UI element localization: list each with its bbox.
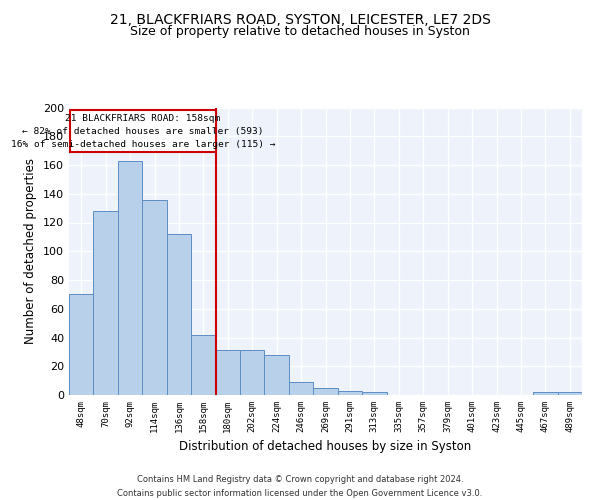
Text: 21, BLACKFRIARS ROAD, SYSTON, LEICESTER, LE7 2DS: 21, BLACKFRIARS ROAD, SYSTON, LEICESTER,… [110,12,490,26]
Bar [313,388,338,395]
Bar [142,200,167,395]
Bar [289,382,313,395]
Bar [94,211,118,395]
Bar [118,160,142,395]
Bar [533,392,557,395]
X-axis label: Distribution of detached houses by size in Syston: Distribution of detached houses by size … [179,440,472,454]
Text: Size of property relative to detached houses in Syston: Size of property relative to detached ho… [130,25,470,38]
Y-axis label: Number of detached properties: Number of detached properties [25,158,37,344]
Bar [265,355,289,395]
Bar [191,334,215,395]
Text: 21 BLACKFRIARS ROAD: 158sqm
← 82% of detached houses are smaller (593)
16% of se: 21 BLACKFRIARS ROAD: 158sqm ← 82% of det… [11,114,275,149]
Bar [362,392,386,395]
Bar [69,294,94,395]
Bar [167,234,191,395]
Bar [70,110,215,152]
Bar [215,350,240,395]
Bar [240,350,265,395]
Text: Contains HM Land Registry data © Crown copyright and database right 2024.
Contai: Contains HM Land Registry data © Crown c… [118,476,482,498]
Bar [338,390,362,395]
Bar [557,392,582,395]
